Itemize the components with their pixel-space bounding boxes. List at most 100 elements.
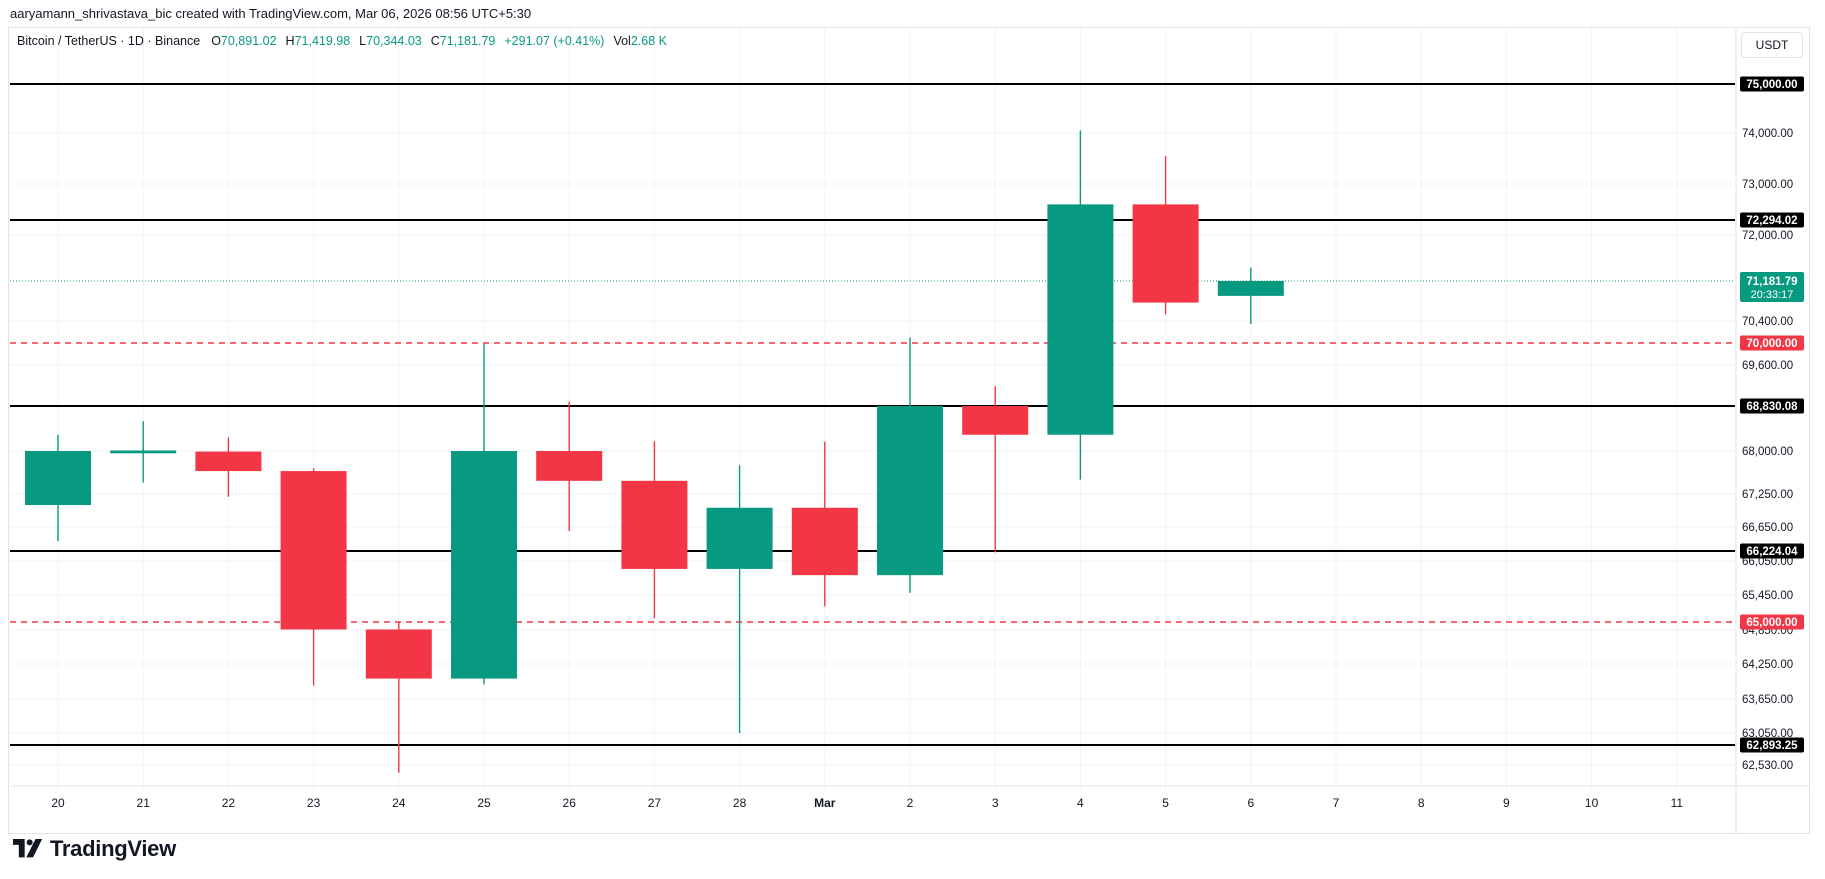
chart-credit: aaryamann_shrivastava_bic created with T… (10, 6, 532, 21)
candle-body (791, 507, 858, 576)
candle[interactable] (1217, 267, 1284, 325)
y-tick-label: 67,250.00 (1742, 489, 1793, 501)
candle-body (110, 450, 177, 454)
x-tick-label: 24 (392, 796, 406, 810)
y-tick-label: 64,250.00 (1742, 659, 1793, 671)
open-label: O (211, 34, 221, 48)
level-price-label: 62,893.25 (1746, 740, 1798, 752)
x-tick-label: 3 (992, 796, 999, 810)
candle[interactable] (1047, 130, 1114, 480)
y-tick-label: 73,000.00 (1742, 179, 1793, 191)
candle-body (280, 471, 347, 630)
candle[interactable] (365, 622, 432, 773)
y-tick-label: 65,450.00 (1742, 590, 1793, 602)
price-axis: 74,000.00 73,000.00 72,000.00 70,400.00 69,6… (1735, 28, 1793, 833)
chart-frame (8, 27, 1810, 834)
candle-body (621, 480, 688, 569)
level-price-badge (1740, 543, 1804, 559)
close-value: 71,181.79 (439, 34, 496, 48)
grid-lines (10, 28, 1735, 790)
bar-countdown-label: 20:33:17 (1751, 289, 1794, 301)
candle[interactable] (962, 386, 1029, 553)
candle[interactable] (621, 441, 688, 619)
candle-body (962, 406, 1029, 435)
x-tick-label: 10 (1585, 796, 1599, 810)
symbol-legend: Bitcoin / TetherUS · 1D · Binance O70,89… (17, 34, 671, 48)
tradingview-logo[interactable]: TradingView (12, 836, 176, 862)
candle-body (451, 451, 517, 679)
candle[interactable] (451, 344, 517, 685)
currency-button[interactable]: USDT (1741, 32, 1803, 58)
y-tick-label: 69,600.00 (1742, 360, 1793, 372)
y-tick-label: 66,050.00 (1742, 556, 1793, 568)
level-price-badge (1740, 614, 1804, 630)
candle[interactable] (791, 441, 858, 607)
candle-body (1217, 281, 1284, 296)
vol-label: Vol (613, 34, 631, 48)
x-tick-label: 7 (1333, 796, 1340, 810)
x-tick-label: 26 (563, 796, 577, 810)
x-tick-label: 23 (307, 796, 321, 810)
close-label: C (430, 34, 440, 48)
x-tick-label: 21 (137, 796, 151, 810)
y-tick-label: 70,400.00 (1742, 316, 1793, 328)
level-price-label: 66,224.04 (1746, 546, 1798, 558)
x-tick-label: 11 (1671, 796, 1684, 810)
x-tick-label: 6 (1247, 796, 1254, 810)
level-price-label: 68,830.08 (1746, 401, 1798, 413)
time-axis: 20 21 22 23 24 25 26 27 28 Mar 2 3 4 5 6 7 8 9 10 11 (10, 785, 1810, 810)
candle-body (365, 629, 432, 679)
x-tick-label: 22 (222, 796, 236, 810)
candles (25, 130, 1284, 773)
level-price-badge (1740, 335, 1804, 351)
x-tick-label: 2 (907, 796, 914, 810)
candle-body (25, 451, 91, 505)
high-value: 71,419.98 (294, 34, 351, 48)
last-price-label: 71,181.79 (1746, 276, 1797, 288)
level-price-label: 72,294.02 (1746, 215, 1797, 227)
x-tick-label: Mar (814, 796, 836, 810)
level-price-label: 70,000.00 (1746, 338, 1797, 350)
candle[interactable] (110, 421, 177, 483)
high-label: H (285, 34, 295, 48)
candle[interactable] (877, 337, 943, 593)
candle[interactable] (536, 401, 603, 531)
low-label: L (359, 34, 367, 48)
level-price-badge (1740, 212, 1804, 228)
x-tick-label: 27 (648, 796, 662, 810)
level-price-label: 75,000.00 (1746, 79, 1797, 91)
y-tick-label: 62,530.00 (1742, 760, 1793, 772)
last-price-badge (1740, 272, 1804, 302)
x-tick-label: 28 (733, 796, 747, 810)
y-tick-label: 72,000.00 (1742, 230, 1793, 242)
price-badges: 75,000.00 72,294.02 70,000.00 68,830.08 66,2… (1740, 76, 1804, 753)
x-tick-label: 25 (477, 796, 491, 810)
x-tick-label: 4 (1077, 796, 1084, 810)
level-price-badge (1740, 76, 1804, 92)
candle-body (706, 507, 773, 569)
candle[interactable] (280, 468, 347, 686)
candle[interactable] (706, 465, 773, 733)
candle[interactable] (1132, 155, 1199, 315)
candle-body (877, 406, 943, 576)
low-value: 70,344.03 (366, 34, 422, 48)
y-tick-label: 68,000.00 (1742, 446, 1793, 458)
open-value: 70,891.02 (220, 34, 277, 48)
level-price-label: 65,000.00 (1746, 617, 1797, 629)
change-value: +291.07 (+0.41%) (504, 34, 605, 48)
candle-body (1047, 204, 1114, 435)
candle[interactable] (25, 434, 91, 542)
x-tick-label: 20 (51, 796, 65, 810)
symbol-name[interactable]: Bitcoin / TetherUS · 1D · Binance (17, 34, 201, 48)
y-tick-label: 63,050.00 (1742, 728, 1793, 740)
candle-body (536, 451, 603, 481)
y-tick-label: 63,650.00 (1742, 694, 1793, 706)
candle-body (1132, 204, 1199, 303)
tradingview-logo-text: TradingView (50, 836, 176, 861)
x-tick-label: 8 (1418, 796, 1425, 810)
level-price-badge (1740, 398, 1804, 414)
candle[interactable] (195, 437, 262, 497)
x-tick-label: 9 (1503, 796, 1510, 810)
y-tick-label: 66,650.00 (1742, 522, 1793, 534)
